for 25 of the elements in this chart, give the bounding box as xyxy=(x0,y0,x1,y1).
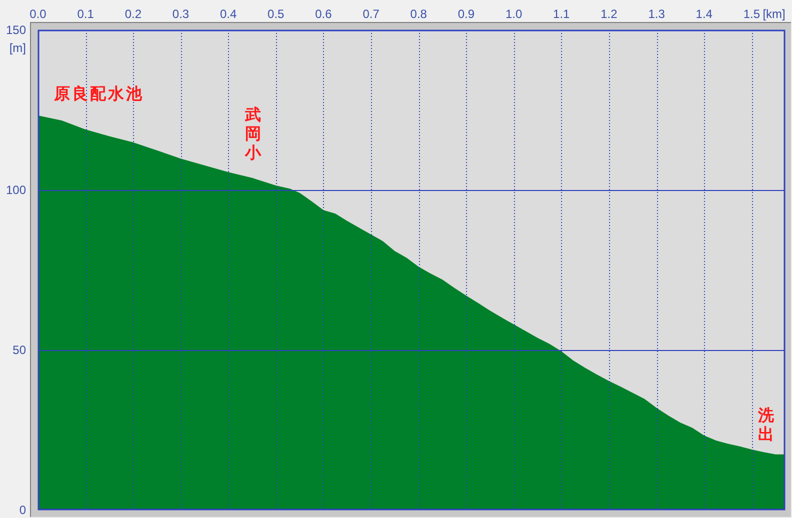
y-tick-label: 50 xyxy=(12,343,26,357)
x-tick-label: 0.7 xyxy=(362,7,380,21)
x-tick-label: 0.9 xyxy=(458,7,475,21)
x-tick-label: 1.5 xyxy=(743,7,760,21)
x-tick-label: 0.6 xyxy=(315,7,332,21)
x-tick-label: 1.3 xyxy=(648,7,666,21)
annotation: 洗出 xyxy=(757,406,775,444)
annotation: 原良配水池 xyxy=(53,84,144,103)
x-tick-label: 1.1 xyxy=(553,7,570,21)
x-tick-label: 1.2 xyxy=(600,7,618,21)
x-tick-label: 0.3 xyxy=(172,7,190,21)
y-tick-label: 150 xyxy=(6,23,26,37)
y-axis-title: [m] xyxy=(9,41,26,55)
x-tick-label: 0.1 xyxy=(77,7,94,21)
x-axis-title: [km] xyxy=(762,7,786,21)
y-tick-label: 0 xyxy=(19,503,26,517)
x-tick-label: 1.4 xyxy=(696,7,713,21)
x-tick-label: 0.2 xyxy=(124,7,142,21)
x-tick-label: 0.8 xyxy=(410,7,428,21)
x-tick-label: 0.0 xyxy=(30,7,47,21)
y-tick-label: 100 xyxy=(6,183,26,197)
x-tick-label: 0.4 xyxy=(220,7,237,21)
x-tick-label: 0.5 xyxy=(268,7,285,21)
annotation: 武岡小 xyxy=(244,105,262,162)
x-tick-label: 1.0 xyxy=(505,7,522,21)
